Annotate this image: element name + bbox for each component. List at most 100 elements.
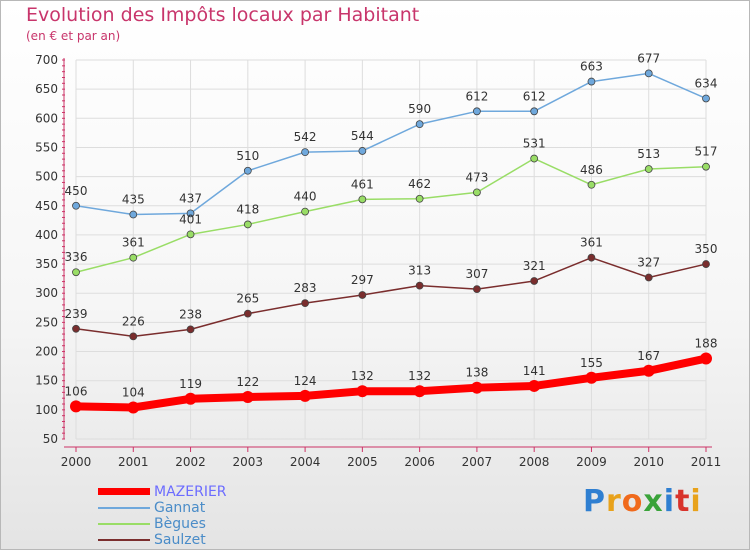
data-point-saulzet xyxy=(530,277,539,285)
data-label-saulzet: 265 xyxy=(236,292,259,306)
series-line-saulzet xyxy=(75,256,707,338)
data-label-begues: 418 xyxy=(236,202,259,216)
series-line-mazerier xyxy=(72,354,710,412)
data-label-gannat: 544 xyxy=(351,129,374,143)
x-tick-label-2008: 2008 xyxy=(519,455,550,469)
data-point-begues xyxy=(72,268,80,277)
data-point-mazerier xyxy=(70,400,82,413)
data-point-gannat xyxy=(587,77,596,86)
data-point-saulzet xyxy=(186,325,195,334)
data-point-saulzet xyxy=(72,324,80,333)
legend-label-mazerier: MAZERIER xyxy=(154,484,227,500)
data-label-mazerier: 188 xyxy=(695,337,718,351)
data-label-begues: 473 xyxy=(465,170,488,184)
chart-legend: MAZERIER Gannat Bègues Saulzet xyxy=(98,484,298,548)
x-tick-label-2006: 2006 xyxy=(404,455,435,469)
data-label-begues: 462 xyxy=(408,177,431,191)
x-tick-label-2009: 2009 xyxy=(576,455,607,469)
data-point-mazerier xyxy=(299,389,312,402)
data-label-mazerier: 167 xyxy=(637,349,660,363)
data-point-saulzet xyxy=(587,253,596,262)
data-point-begues xyxy=(702,162,710,171)
y-tick-label-300: 300 xyxy=(35,286,58,300)
y-tick-label-100: 100 xyxy=(35,403,58,417)
data-point-saulzet xyxy=(702,260,710,268)
data-label-gannat: 677 xyxy=(637,51,660,65)
series-line-gannat xyxy=(75,72,707,216)
x-tick-label-2007: 2007 xyxy=(462,455,493,469)
data-point-saulzet xyxy=(243,309,252,318)
legend-item-begues: Bègues xyxy=(98,516,298,532)
data-point-mazerier xyxy=(184,392,197,405)
data-point-saulzet xyxy=(358,291,367,299)
data-point-gannat xyxy=(243,166,252,175)
proxiti-logo: Proxiti xyxy=(583,484,702,519)
data-point-mazerier xyxy=(413,385,426,398)
data-label-begues: 336 xyxy=(65,250,88,264)
y-tick-label-650: 650 xyxy=(35,82,58,96)
data-label-saulzet: 327 xyxy=(637,255,660,269)
data-label-saulzet: 297 xyxy=(351,273,374,287)
data-point-gannat xyxy=(358,147,367,155)
data-label-begues: 461 xyxy=(351,177,374,191)
data-point-gannat xyxy=(702,94,710,103)
y-tick-label-50: 50 xyxy=(43,432,58,446)
data-label-begues: 401 xyxy=(179,212,202,226)
legend-swatch-begues xyxy=(98,523,150,525)
data-label-mazerier: 104 xyxy=(122,386,145,400)
data-point-begues xyxy=(473,188,481,197)
data-point-saulzet xyxy=(129,332,138,341)
data-point-saulzet xyxy=(473,285,481,294)
data-label-saulzet: 307 xyxy=(465,267,488,281)
x-tick-label-2004: 2004 xyxy=(290,455,321,469)
data-point-begues xyxy=(129,253,138,262)
x-tick-label-2011: 2011 xyxy=(691,455,722,469)
data-point-begues xyxy=(358,195,367,204)
data-point-gannat xyxy=(473,107,481,116)
data-label-gannat: 542 xyxy=(294,130,317,144)
y-tick-label-700: 700 xyxy=(35,53,58,67)
x-tick-label-2002: 2002 xyxy=(175,455,206,469)
data-label-begues: 513 xyxy=(637,147,660,161)
data-point-mazerier xyxy=(585,371,598,384)
legend-label-saulzet: Saulzet xyxy=(154,532,206,548)
data-point-begues xyxy=(587,180,596,189)
data-label-gannat: 510 xyxy=(236,149,259,163)
data-point-begues xyxy=(186,230,195,239)
data-label-mazerier: 119 xyxy=(179,377,202,391)
x-tick-label-2005: 2005 xyxy=(347,455,378,469)
data-label-gannat: 437 xyxy=(179,191,202,205)
data-label-saulzet: 321 xyxy=(523,259,546,273)
legend-label-gannat: Gannat xyxy=(154,500,206,516)
y-tick-label-450: 450 xyxy=(35,199,58,213)
data-label-gannat: 450 xyxy=(65,184,88,198)
data-point-gannat xyxy=(301,148,309,157)
data-label-begues: 531 xyxy=(523,137,546,151)
legend-swatch-saulzet xyxy=(98,539,150,541)
data-label-saulzet: 238 xyxy=(179,307,202,321)
data-label-mazerier: 155 xyxy=(580,356,603,370)
chart-title: Evolution des Impôts locaux par Habitant xyxy=(26,4,420,26)
legend-item-gannat: Gannat xyxy=(98,500,298,516)
data-point-begues xyxy=(301,207,309,216)
data-point-begues xyxy=(415,194,424,203)
data-label-saulzet: 239 xyxy=(65,307,88,321)
y-tick-label-200: 200 xyxy=(35,345,58,359)
data-label-gannat: 590 xyxy=(408,102,431,116)
legend-swatch-gannat xyxy=(98,507,150,509)
data-point-mazerier xyxy=(241,391,254,404)
data-label-mazerier: 132 xyxy=(351,369,374,383)
y-tick-label-400: 400 xyxy=(35,228,58,242)
data-point-mazerier xyxy=(528,379,541,392)
data-label-saulzet: 226 xyxy=(122,314,145,328)
data-point-saulzet xyxy=(644,273,653,282)
data-label-mazerier: 124 xyxy=(294,374,317,388)
data-point-begues xyxy=(644,165,653,173)
y-tick-label-250: 250 xyxy=(35,315,58,329)
y-tick-label-550: 550 xyxy=(35,140,58,154)
y-tick-label-500: 500 xyxy=(35,170,58,184)
x-tick-label-2010: 2010 xyxy=(633,455,664,469)
data-label-saulzet: 283 xyxy=(294,281,317,295)
